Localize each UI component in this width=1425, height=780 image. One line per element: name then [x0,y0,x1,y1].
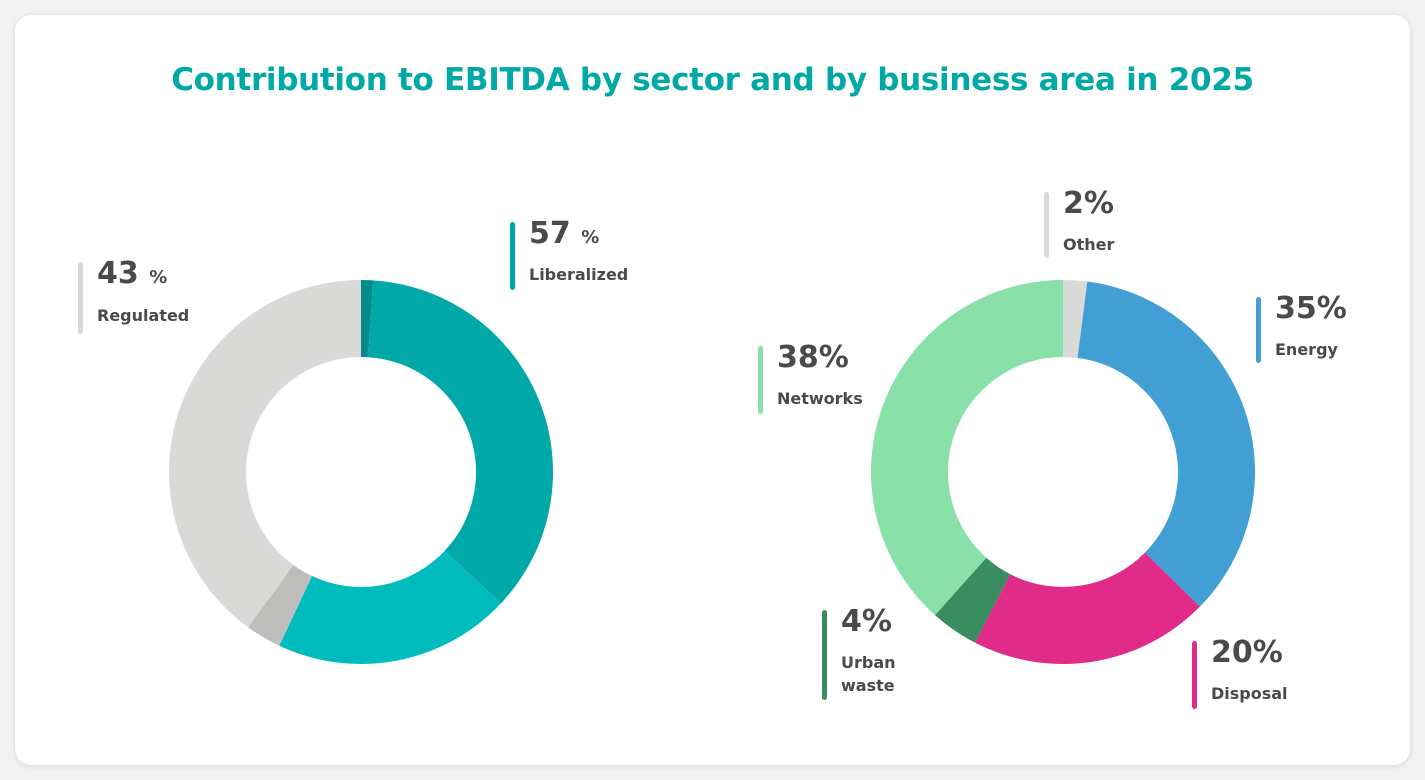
legend-bar [1192,641,1197,709]
slice-liberalized-0 [361,280,374,358]
value-other: 2% [1063,186,1114,221]
name-liberalized: Liberalized [529,265,629,284]
value-energy: 35% [1275,291,1347,326]
legend-bar [1044,192,1049,258]
legend-bar [1256,297,1261,363]
chart-title: Contribution to EBITDA by sector and by … [171,62,1254,98]
slice-liberalized-2 [279,550,501,664]
name-networks: Networks [777,389,863,408]
unit: % [581,227,600,248]
value-networks: 38% [777,340,849,375]
value-disposal: 20% [1211,635,1283,670]
name-regulated: Regulated [97,306,190,325]
value-regulated: 43 [97,256,139,291]
slice-regulated-0 [248,565,313,646]
slice-energy [1077,281,1255,607]
slice-urban-waste [934,557,1011,643]
value-urban-waste: 4% [841,604,892,639]
name-other: Other [1063,235,1115,254]
legend-bar [822,610,827,700]
legend-bar [78,262,83,334]
slice-networks [871,280,1063,616]
value-liberalized: 57 [529,216,571,251]
name-urban-waste: Urban waste [841,653,896,695]
legend-bar [510,222,515,290]
slice-liberalized-1 [368,280,553,604]
name-energy: Energy [1275,340,1338,359]
slice-regulated-1 [169,280,361,628]
unit: % [149,267,168,288]
slice-disposal [975,552,1200,664]
slice-other [1063,280,1088,358]
legend-bar [758,346,763,414]
name-disposal: Disposal [1211,684,1288,703]
